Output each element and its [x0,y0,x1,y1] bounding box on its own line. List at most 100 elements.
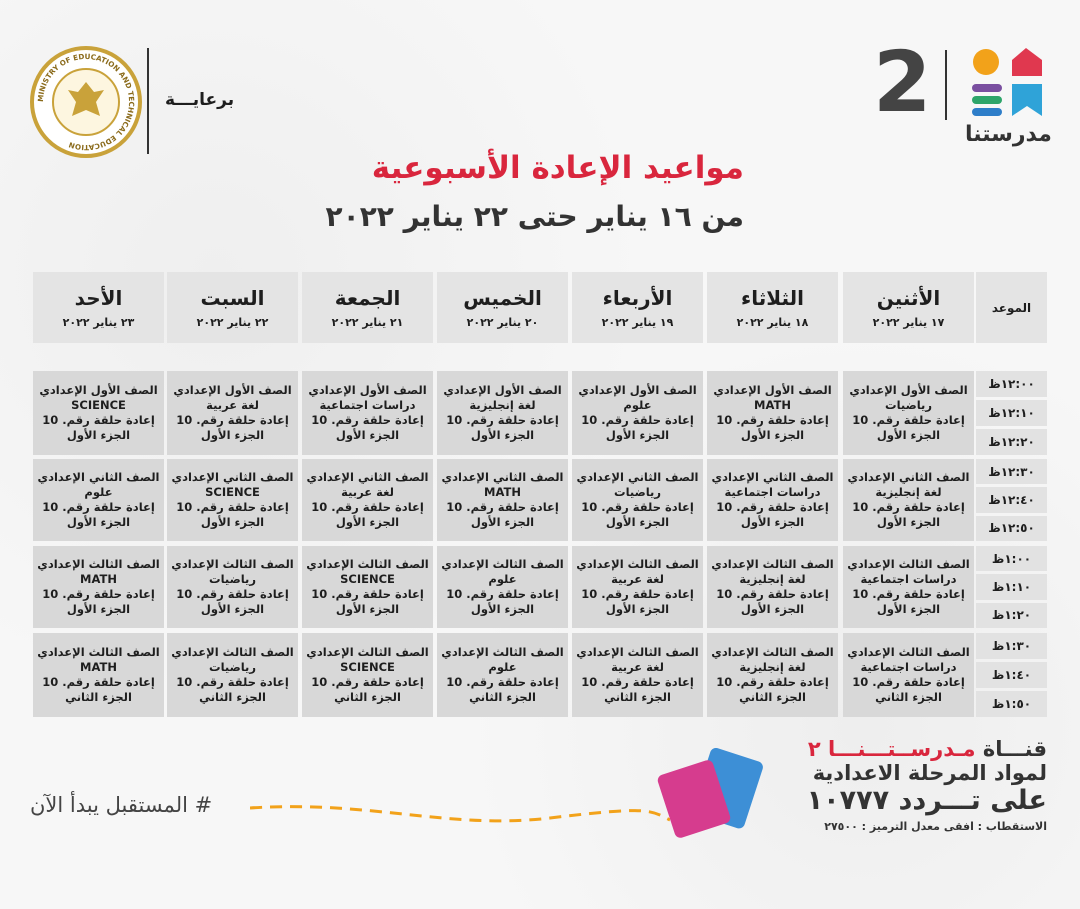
part: الجزء الثاني [604,690,671,704]
time-slot: ١٢:٠٠ظ [976,371,1047,397]
channel-name: مـدرســتـــنـــا ٢ [807,737,976,761]
time-label: ١:١٠ظ [991,579,1032,594]
day-name: الأحد [74,286,123,310]
subject: لغة عربية [611,660,664,674]
subject: لغة إنجليزية [469,398,536,412]
grade: الصف الثالث الإعدادي [171,557,294,571]
time-label: ١:٥٠ظ [991,697,1032,711]
brand-number: 2 [873,33,932,131]
subject: MATH [754,398,791,412]
day-name: الثلاثاء [741,286,804,310]
part: الجزء الأول [200,428,265,442]
dashed-path [250,805,670,823]
schedule-cell: الصف الثالث الإعدادي MATH إعادة حلقة رقم. … [33,633,164,717]
part: الجزء الأول [605,515,670,529]
grade: الصف الثالث الإعدادي [576,557,699,571]
schedule-cell: الصف الأول الإعدادي SCIENCE إعادة حلقة رقم… [33,371,164,455]
divider [945,50,947,120]
grade: الصف الأول الإعدادي [849,383,968,397]
episode: إعادة حلقة رقم. 10 [852,675,965,689]
channel-prefix: قنـــاة [982,737,1047,761]
page-title: مواعيد الإعادة الأسبوعية [371,150,744,186]
schedule-cell: الصف الثالث الإعدادي رياضيات إعادة حلقة رق… [167,546,298,628]
schedule-cell: الصف الثالث الإعدادي علوم إعادة حلقة رقم. … [437,546,568,628]
time-label: ١٢:٠٠ظ [988,377,1035,391]
schedule-cell: الصف الثالث الإعدادي لغة عربية إعادة حلقة … [572,546,703,628]
subject: MATH [484,485,521,499]
subject: MATH [80,572,117,586]
subject: رياضيات [209,660,256,674]
part: الجزء الثاني [65,690,132,704]
schedule-cell: الصف الثاني الإعدادي MATH إعادة حلقة رقم. … [437,459,568,541]
grade: الصف الثالث الإعدادي [576,645,699,659]
schedule-cell: الصف الثاني الإعدادي SCIENCE إعادة حلقة رق… [167,459,298,541]
day-name: الأثنين [876,286,941,310]
episode: إعادة حلقة رقم. 10 [716,587,829,601]
grade: الصف الثاني الإعدادي [37,470,160,484]
day-header: الأربعاء ١٩ يناير ٢٠٢٢ [572,272,703,343]
time-slot: ١٢:٣٠ظ [976,459,1047,485]
schedule-cell: الصف الثالث الإعدادي MATH إعادة حلقة رقم. … [33,546,164,628]
part: الجزء الأول [470,428,535,442]
books-icon [657,748,763,838]
subject: لغة إنجليزية [875,485,942,499]
episode: إعادة حلقة رقم. 10 [716,413,829,427]
schedule-cell: الصف الثالث الإعدادي SCIENCE إعادة حلقة رق… [302,546,433,628]
madrasetna-logo-icon [972,48,1042,116]
grade: الصف الثالث الإعدادي [847,557,970,571]
part: الجزء الثاني [739,690,806,704]
episode: إعادة حلقة رقم. 10 [446,500,559,514]
episode: إعادة حلقة رقم. 10 [176,587,289,601]
schedule-cell: الصف الثالث الإعدادي لغة إنجليزية إعادة حل… [707,633,838,717]
part: الجزء الثاني [334,690,401,704]
part: الجزء الأول [470,602,535,616]
schedule-cell: الصف الأول الإعدادي دراسات اجتماعية إعادة … [302,371,433,455]
episode: إعادة حلقة رقم. 10 [716,675,829,689]
grade: الصف الثاني الإعدادي [306,470,429,484]
time-label: ١٢:٢٠ظ [988,435,1035,449]
part: الجزء الأول [66,515,131,529]
schedule-cell: الصف الثاني الإعدادي لغة عربية إعادة حلقة … [302,459,433,541]
schedule-cell: الصف الأول الإعدادي لغة إنجليزية إعادة حلق… [437,371,568,455]
time-label: ١٢:٤٠ظ [988,492,1035,507]
grade: الصف الثالث الإعدادي [441,645,564,659]
hashtag: # المستقبل يبدأ الآن [30,793,213,817]
episode: إعادة حلقة رقم. 10 [176,675,289,689]
day-date: ٢١ يناير ٢٠٢٢ [331,316,404,329]
time-slot: ١٢:٥٠ظ [976,515,1047,541]
time-label: ١٢:١٠ظ [988,406,1035,420]
grade: الصف الأول الإعدادي [713,383,832,397]
time-label: ١:٣٠ظ [991,639,1032,653]
subject: لغة عربية [611,572,664,586]
channel-info: قنـــاة مـدرســتـــنـــا ٢ لمواد المرحلة… [807,737,1047,833]
subject: رياضيات [614,485,661,499]
episode: إعادة حلقة رقم. 10 [42,413,155,427]
schedule-cell: الصف الثالث الإعدادي علوم إعادة حلقة رقم. … [437,633,568,717]
schedule-cell: الصف الثالث الإعدادي SCIENCE إعادة حلقة رق… [302,633,433,717]
grade: الصف الثاني الإعدادي [171,470,294,484]
episode: إعادة حلقة رقم. 10 [311,500,424,514]
part: الجزء الأول [335,515,400,529]
time-header-label: الموعد [991,300,1032,315]
time-label: ١٢:٣٠ظ [988,464,1035,479]
day-header: الخميس ٢٠ يناير ٢٠٢٢ [437,272,568,343]
day-header: السبت ٢٢ يناير ٢٠٢٢ [167,272,298,343]
subject: علوم [84,485,113,499]
subject: دراسات اجتماعية [319,398,416,412]
subject: رياضيات [209,572,256,586]
brand-name: مدرستنا [965,122,1052,147]
grade: الصف الثالث الإعدادي [306,557,429,571]
grade: الصف الثاني الإعدادي [576,470,699,484]
episode: إعادة حلقة رقم. 10 [852,500,965,514]
schedule-cell: الصف الثاني الإعدادي لغة إنجليزية إعادة حل… [843,459,974,541]
grade: الصف الأول الإعدادي [578,383,697,397]
grade: الصف الأول الإعدادي [39,383,158,397]
episode: إعادة حلقة رقم. 10 [852,587,965,601]
schedule-cell: الصف الثالث الإعدادي دراسات اجتماعية إعادة… [843,546,974,628]
day-name: الأربعاء [602,286,673,310]
grade: الصف الثالث الإعدادي [711,645,834,659]
ministry-logo: MINISTRY OF EDUCATION AND TECHNICAL EDUC… [30,46,142,158]
day-name: الخميس [463,286,542,310]
subject: دراسات اجتماعية [724,485,821,499]
subject: علوم [488,660,517,674]
